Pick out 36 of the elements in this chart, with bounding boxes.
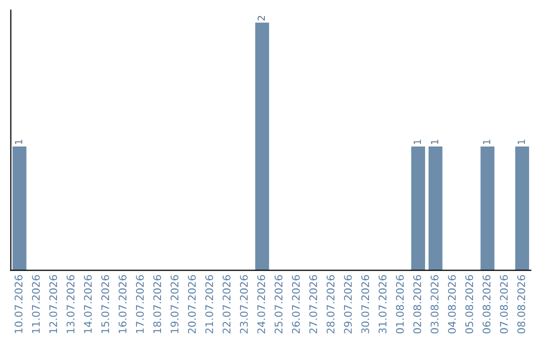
x-tick-label: 08.08.2026 [517, 275, 526, 334]
x-tick-label: 31.07.2026 [378, 275, 387, 334]
data-label: 2 [258, 16, 265, 20]
x-tick-label: 15.07.2026 [101, 275, 110, 333]
x-tick-label: 04.08.2026 [448, 275, 456, 334]
x-tick-label: 20.07.2026 [188, 275, 196, 334]
x-tick-label: 23.07.2026 [240, 275, 248, 334]
x-tick-label: 27.07.2026 [309, 275, 318, 334]
x-tick-label: 06.08.2026 [482, 275, 491, 334]
x-tick-label: 03.08.2026 [430, 275, 439, 334]
data-label: 1 [518, 140, 525, 144]
x-tick-label: 19.07.2026 [170, 275, 178, 333]
x-tick-label: 28.07.2026 [326, 275, 334, 334]
x-tick-label: 26.07.2026 [292, 275, 300, 334]
data-label: 1 [414, 140, 421, 144]
x-tick-label: 13.07.2026 [66, 275, 74, 333]
x-tick-label: 24.07.2026 [257, 275, 266, 334]
data-label: 1 [431, 140, 438, 144]
data-label: 1 [15, 140, 22, 144]
x-tick-label: 16.07.2026 [118, 275, 126, 333]
x-tick-label: 14.07.2026 [84, 275, 92, 333]
x-tick-label: 10.07.2026 [14, 275, 22, 333]
x-tick-label: 22.07.2026 [222, 275, 230, 334]
x-tick-label: 12.07.2026 [49, 275, 58, 333]
x-tick-label: 30.07.2026 [361, 275, 370, 334]
x-tick-label: 11.07.2026 [32, 275, 40, 333]
x-tick-label: 29.07.2026 [344, 275, 352, 334]
data-label: 1 [483, 140, 490, 144]
x-tick-label: 17.07.2026 [136, 275, 144, 333]
x-tick-label: 02.08.2026 [413, 275, 422, 334]
x-tick-label: 25.07.2026 [274, 275, 282, 334]
x-tick-label: 21.07.2026 [205, 275, 214, 334]
x-tick-label: 05.08.2026 [465, 275, 474, 334]
x-tick-label: 07.08.2026 [500, 275, 508, 334]
x-tick-label: 01.08.2026 [396, 275, 404, 334]
x-tick-label: 18.07.2026 [153, 275, 162, 333]
